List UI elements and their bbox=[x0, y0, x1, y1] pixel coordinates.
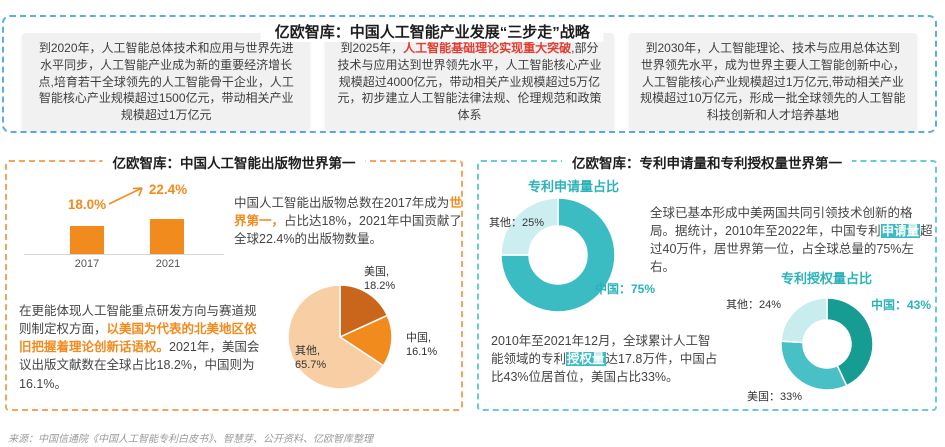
publications-pie-chart bbox=[287, 284, 393, 390]
slice-中国 bbox=[338, 314, 393, 367]
app-donut-label-others: 其他：25% bbox=[489, 217, 545, 229]
pie-label-china: 中国, 16.1% bbox=[406, 332, 438, 358]
app-donut-label-china: 中国：75% bbox=[595, 282, 656, 296]
slice-中国 bbox=[826, 297, 874, 387]
three-step-strategy-section: 亿欧智库：中国人工智能产业发展“三步走”战略 到2020年，人工智能总体技术和应… bbox=[2, 15, 937, 133]
grant-donut-label-usa: 美国：33% bbox=[747, 391, 803, 403]
milestone-card-2025: 到2025年，人工智能基础理论实现重大突破,部分技术与应用达到世界领先水平，人工… bbox=[325, 33, 614, 130]
main-title: 亿欧智库：中国人工智能产业发展“三步走”战略 bbox=[260, 21, 604, 42]
slice-其他 bbox=[287, 284, 385, 390]
bar-2017 bbox=[70, 226, 104, 255]
publications-bar-chart: 18.0% 22.4% 2017 2021 bbox=[22, 176, 232, 272]
grant-donut-label-others: 其他：24% bbox=[726, 299, 782, 311]
bar-2021 bbox=[150, 219, 184, 255]
slice-美国 bbox=[780, 340, 848, 391]
publications-paragraph-2: 在更能体现人工智能重点研发方向与赛道规则制定权方面，以美国为代表的北美地区依旧把… bbox=[19, 304, 260, 391]
slice-中国 bbox=[500, 197, 616, 313]
pie-label-usa: 美国, 18.2% bbox=[364, 266, 396, 292]
milestone-card-2030: 到2030年，人工智能理论、技术与应用总体达到世界领先水平，成为世界主要人工智能… bbox=[628, 33, 917, 130]
patents-paragraph-1: 全球已基本形成中美两国共同引领技术创新的格局。据统计，2010年至2022年，中… bbox=[650, 206, 933, 275]
publications-panel: 亿欧智库：中国人工智能出版物世界第一 18.0% 22.4% 2017 2021… bbox=[5, 152, 463, 411]
publications-panel-title: 亿欧智库：中国人工智能出版物世界第一 bbox=[102, 152, 366, 172]
patent-grants-donut-title: 专利授权量占比 bbox=[780, 271, 872, 286]
pie-label-others: 其他, 65.7% bbox=[295, 345, 327, 371]
patent-grants-donut-chart bbox=[780, 297, 874, 391]
bar-chart-axis bbox=[24, 254, 224, 255]
patents-panel: 亿欧智库：专利申请量和专利授权量世界第一 专利申请量占比 其他：25% 中国：7… bbox=[477, 152, 937, 411]
bar-category-2017: 2017 bbox=[74, 258, 100, 270]
source-note: 来源：中国信通院《中国人工智能专利白皮书》、智慧芽、公开资料、亿欧智库整理 bbox=[8, 434, 373, 445]
upward-trend-arrow-icon bbox=[108, 187, 143, 205]
grant-donut-label-china: 中国：43% bbox=[871, 298, 932, 312]
milestone-card-2020: 到2020年，人工智能总体技术和应用与世界先进水平同步，人工智能产业成为新的重要… bbox=[22, 33, 311, 130]
bar-value-2017: 18.0% bbox=[67, 197, 107, 212]
slice-其他 bbox=[780, 297, 828, 344]
patents-paragraph-2: 2010年至2021年12月，全球累计人工智能领域的专利授权量达17.8万件，中… bbox=[491, 334, 718, 385]
bar-value-2021: 22.4% bbox=[148, 182, 188, 197]
patent-applications-donut-chart bbox=[500, 197, 616, 313]
publications-paragraph-1: 中国人工智能出版物总数在2017年成为世界第一，占比达18%，2021年中国贡献… bbox=[234, 196, 462, 247]
slice-美国 bbox=[339, 284, 389, 339]
bar-category-2021: 2021 bbox=[155, 258, 181, 270]
patents-panel-title: 亿欧智库：专利申请量和专利授权量世界第一 bbox=[562, 152, 852, 172]
patent-applications-donut-title: 专利申请量占比 bbox=[527, 179, 619, 194]
slice-其他 bbox=[500, 197, 559, 256]
